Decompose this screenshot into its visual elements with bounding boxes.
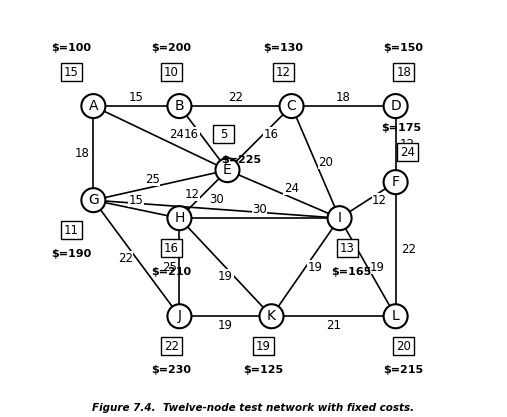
Text: 13: 13 — [340, 242, 355, 255]
Text: 10: 10 — [164, 65, 179, 78]
Text: L: L — [392, 309, 400, 323]
Circle shape — [81, 94, 105, 118]
Text: 19: 19 — [370, 261, 385, 274]
Text: $=230: $=230 — [152, 365, 192, 375]
Text: $=215: $=215 — [384, 365, 424, 375]
Text: 19: 19 — [218, 269, 233, 283]
FancyBboxPatch shape — [273, 63, 295, 81]
Text: 24: 24 — [169, 128, 184, 141]
Circle shape — [279, 94, 304, 118]
Text: C: C — [286, 99, 297, 113]
Text: 25: 25 — [145, 173, 160, 186]
Text: 20: 20 — [396, 340, 411, 353]
Text: 19: 19 — [256, 340, 271, 353]
Circle shape — [260, 304, 283, 328]
Text: 22: 22 — [164, 340, 179, 353]
Text: 20: 20 — [318, 156, 333, 168]
Circle shape — [384, 304, 408, 328]
FancyBboxPatch shape — [252, 337, 274, 355]
FancyBboxPatch shape — [60, 63, 82, 81]
Circle shape — [167, 94, 192, 118]
FancyBboxPatch shape — [337, 239, 358, 257]
Text: 30: 30 — [209, 193, 224, 206]
Text: F: F — [391, 175, 400, 189]
Text: B: B — [174, 99, 184, 113]
Text: $=150: $=150 — [384, 43, 424, 53]
Text: $=190: $=190 — [51, 249, 91, 259]
Text: 18: 18 — [336, 91, 351, 104]
Circle shape — [215, 158, 239, 182]
FancyBboxPatch shape — [393, 337, 414, 355]
Circle shape — [167, 304, 192, 328]
Text: 25: 25 — [162, 261, 177, 274]
Text: 18: 18 — [396, 65, 411, 78]
FancyBboxPatch shape — [397, 143, 418, 161]
Text: 21: 21 — [326, 319, 341, 332]
Text: 24: 24 — [284, 182, 299, 195]
Text: $=225: $=225 — [222, 155, 262, 165]
Text: J: J — [177, 309, 182, 323]
Circle shape — [167, 206, 192, 230]
Text: $=200: $=200 — [152, 43, 192, 53]
Text: 12: 12 — [372, 193, 387, 207]
Text: H: H — [174, 211, 185, 225]
Text: $=210: $=210 — [152, 267, 192, 277]
Text: Figure 7.4.  Twelve-node test network with fixed costs.: Figure 7.4. Twelve-node test network wit… — [92, 403, 415, 413]
FancyBboxPatch shape — [393, 63, 414, 81]
Text: 30: 30 — [252, 203, 267, 216]
FancyBboxPatch shape — [60, 221, 82, 239]
Text: $=100: $=100 — [51, 43, 91, 53]
Circle shape — [384, 94, 408, 118]
Text: 16: 16 — [164, 242, 179, 255]
Text: 5: 5 — [220, 128, 227, 141]
Circle shape — [81, 188, 105, 212]
Text: $=175: $=175 — [382, 123, 422, 133]
Text: 22: 22 — [401, 243, 416, 256]
Text: 22: 22 — [118, 252, 133, 265]
Text: 15: 15 — [129, 194, 144, 207]
Text: 11: 11 — [64, 224, 79, 237]
Text: K: K — [267, 309, 276, 323]
Text: 19: 19 — [218, 319, 233, 332]
Circle shape — [328, 206, 351, 230]
FancyBboxPatch shape — [161, 337, 182, 355]
Text: G: G — [88, 193, 99, 207]
FancyBboxPatch shape — [212, 125, 234, 143]
Text: A: A — [89, 99, 98, 113]
FancyBboxPatch shape — [161, 63, 182, 81]
Text: $=125: $=125 — [243, 365, 283, 375]
Text: 18: 18 — [75, 147, 90, 160]
Text: 24: 24 — [400, 146, 415, 158]
Text: $=165: $=165 — [332, 267, 372, 277]
Text: 12: 12 — [185, 188, 200, 201]
Text: E: E — [223, 163, 232, 177]
Text: 12: 12 — [276, 65, 291, 78]
Text: 22: 22 — [228, 91, 243, 104]
Text: 16: 16 — [184, 128, 199, 141]
Text: 16: 16 — [263, 128, 278, 141]
Circle shape — [384, 170, 408, 194]
Text: 19: 19 — [308, 261, 323, 274]
Text: D: D — [390, 99, 401, 113]
Text: 12: 12 — [400, 138, 414, 151]
Text: 15: 15 — [129, 91, 144, 104]
Text: $=130: $=130 — [264, 43, 304, 53]
FancyBboxPatch shape — [161, 239, 182, 257]
Text: 15: 15 — [64, 65, 79, 78]
Text: I: I — [338, 211, 342, 225]
